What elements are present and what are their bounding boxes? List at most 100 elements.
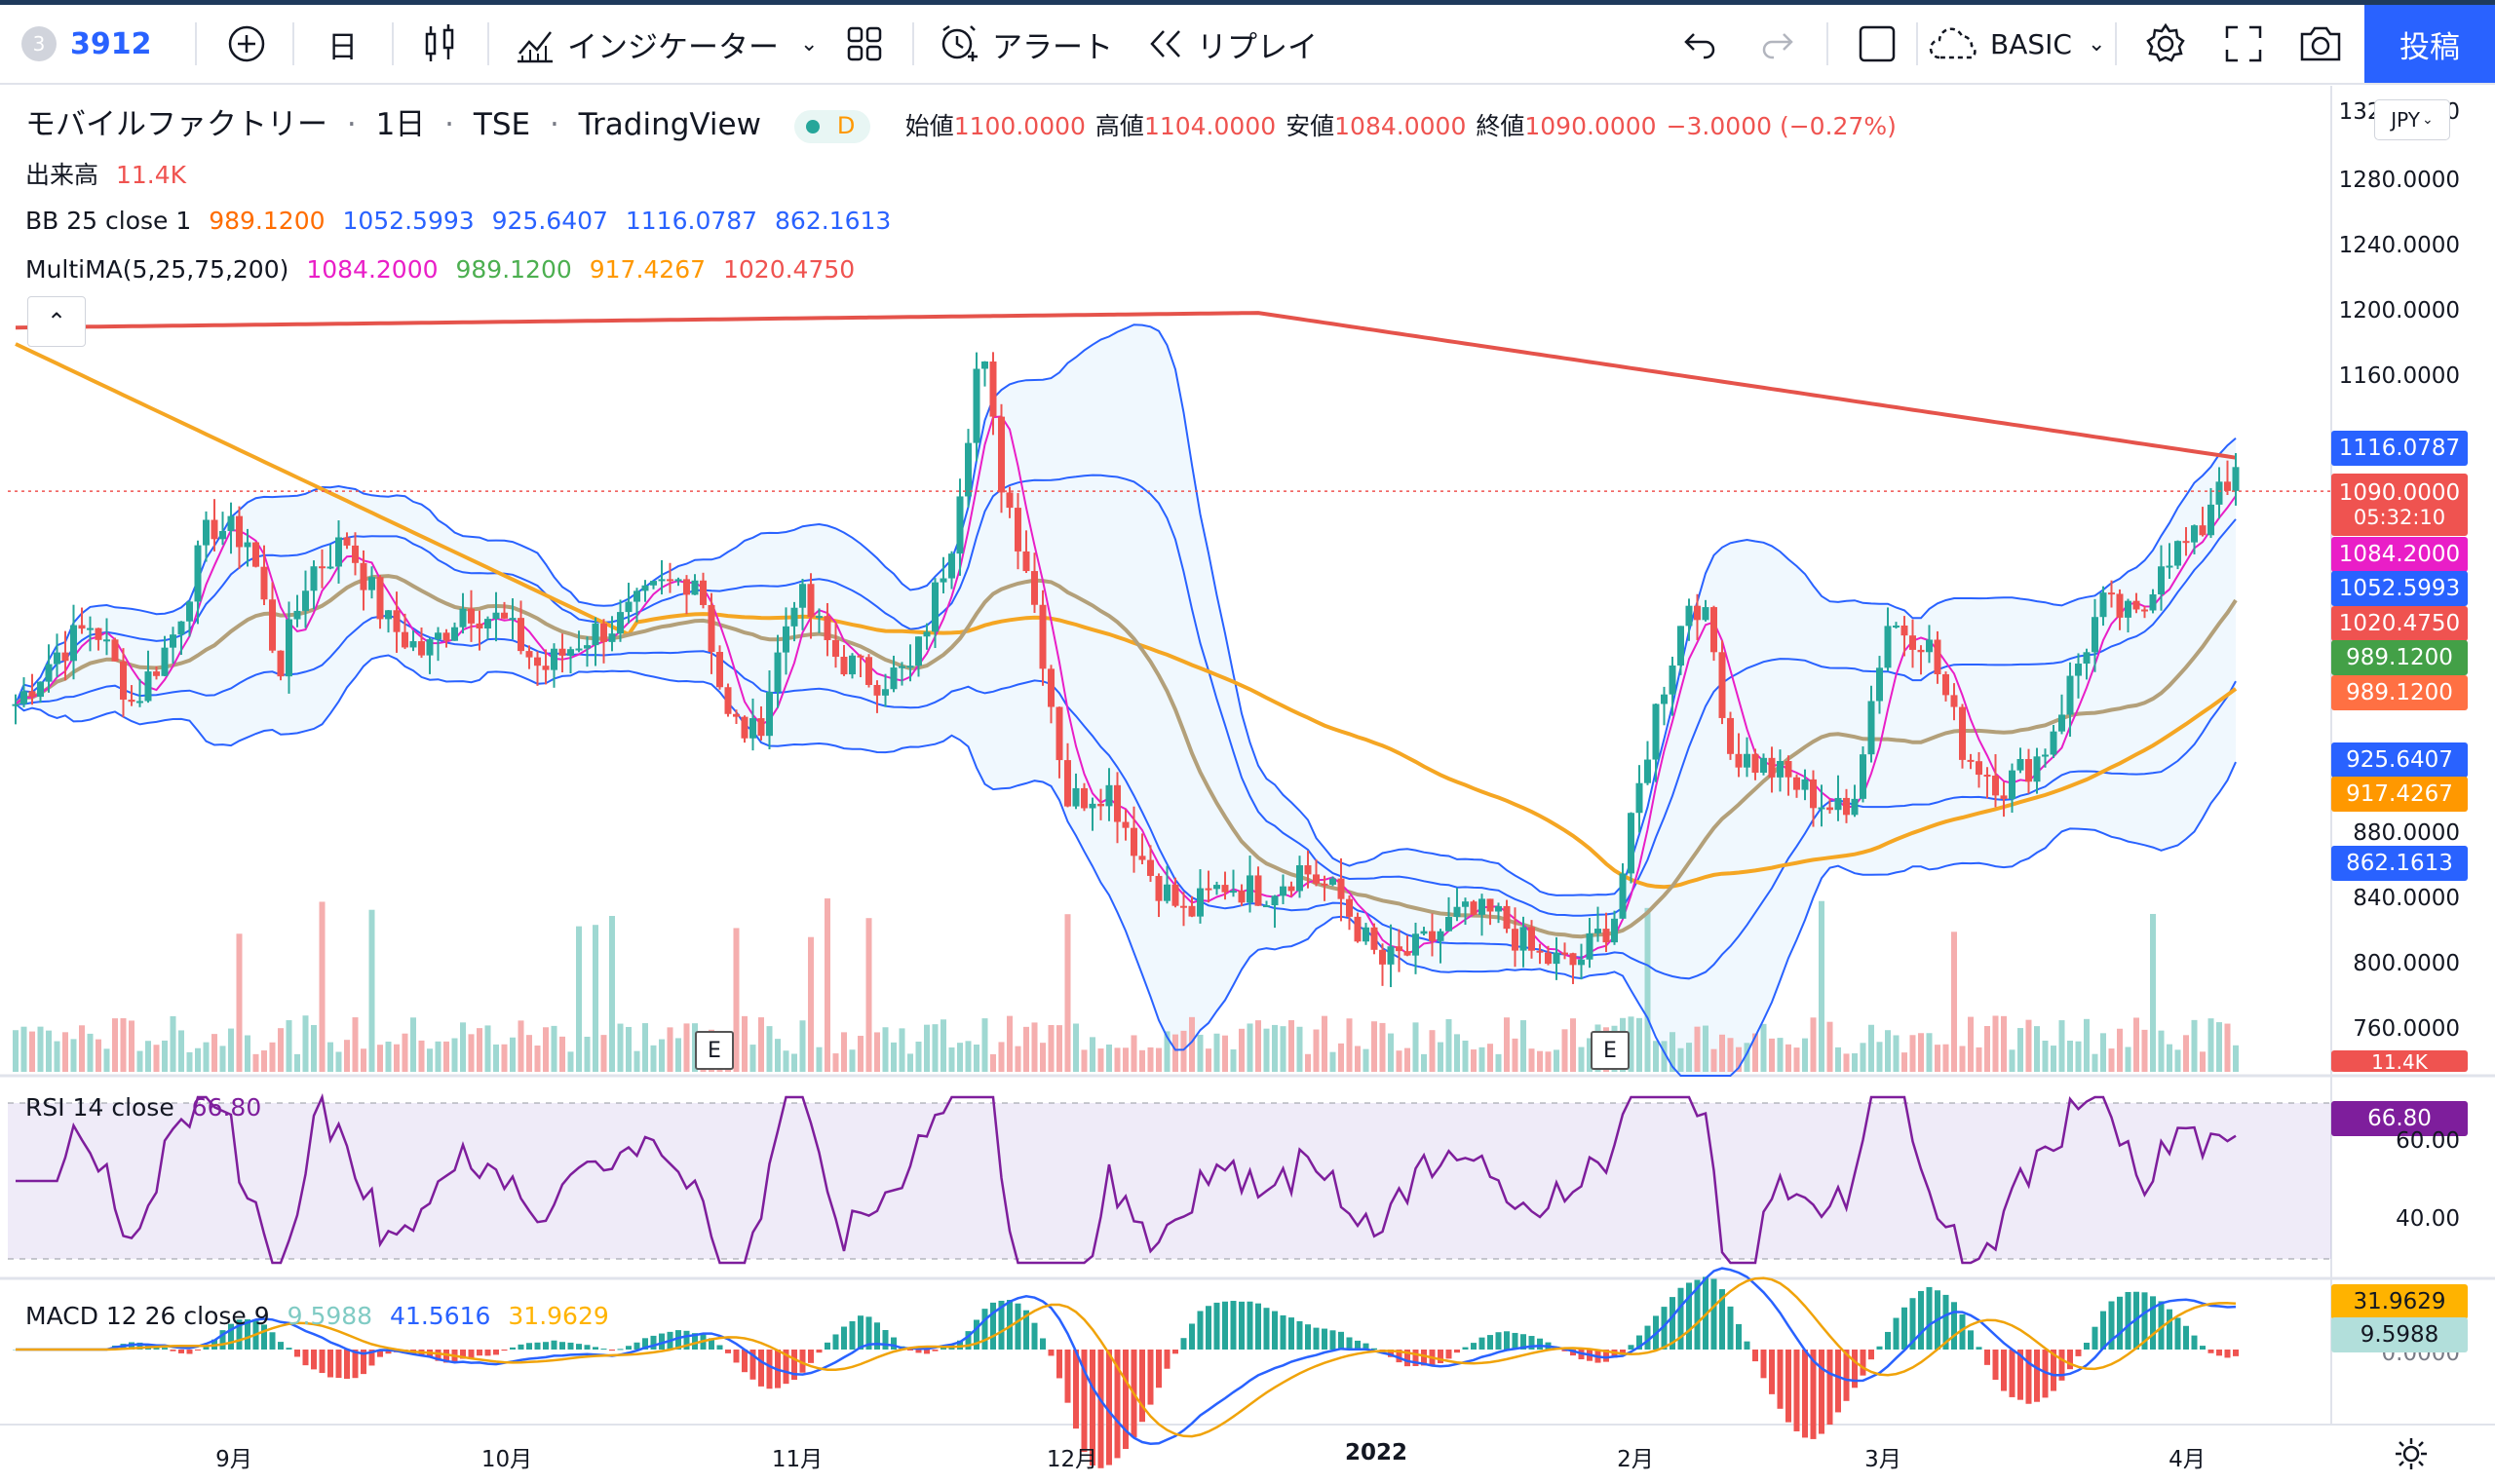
time-axis-settings-button[interactable]: [2394, 1436, 2429, 1475]
volume-bar: [1554, 1049, 1559, 1072]
candle-body: [376, 577, 384, 620]
candle-body: [451, 627, 458, 641]
compare-button[interactable]: [226, 5, 267, 83]
volume-bar: [2174, 1049, 2181, 1072]
candle-body: [1727, 717, 1734, 754]
templates-button[interactable]: [846, 5, 883, 83]
macd-histogram-bar: [1959, 1313, 1966, 1350]
candle-body: [899, 666, 905, 668]
replay-button[interactable]: リプレイ: [1146, 5, 1318, 83]
volume-bar: [1438, 1042, 1443, 1072]
macd-histogram-bar: [510, 1347, 516, 1350]
chevron-down-icon: ⌄: [2087, 31, 2106, 57]
candle-body: [1917, 649, 1925, 653]
interval-button[interactable]: 日: [327, 5, 358, 83]
macd-histogram-bar: [468, 1350, 475, 1358]
macd-histogram-bar: [493, 1350, 499, 1355]
currency-button[interactable]: JPY ⌄: [2374, 99, 2450, 140]
candle-body: [915, 636, 922, 666]
indicators-button[interactable]: インジケーター ⌄: [515, 5, 818, 83]
macd-histogram-bar: [1835, 1350, 1841, 1413]
candle-body: [2042, 754, 2049, 757]
volume-bar: [261, 1050, 267, 1072]
volume-bar: [1545, 1051, 1552, 1072]
square-icon: [1859, 25, 1896, 62]
macd-histogram-bar: [858, 1315, 864, 1350]
symbol-search[interactable]: 3 3912: [21, 5, 152, 83]
bb-upper-tag: 1116.0787: [2331, 431, 2468, 466]
volume-bar: [2200, 1051, 2206, 1072]
candle-body: [757, 718, 765, 737]
macd-histogram-bar: [932, 1350, 939, 1351]
candle-body: [1843, 797, 1850, 816]
macd-histogram-bar: [335, 1350, 342, 1379]
candle-body: [1628, 813, 1634, 874]
candle-body: [1412, 933, 1419, 956]
time-axis-label: 12月: [1046, 1447, 1098, 1472]
post-button[interactable]: 投稿: [2364, 5, 2495, 83]
macd-histogram-bar: [1015, 1303, 1021, 1350]
candle-body: [37, 681, 44, 698]
candle-body: [1611, 918, 1618, 943]
snapshot-button[interactable]: [2298, 5, 2343, 83]
earnings-marker[interactable]: E: [695, 1031, 734, 1070]
volume-bar: [576, 926, 582, 1072]
volume-bar: [335, 1051, 342, 1072]
volume-bar: [468, 1034, 475, 1072]
candle-body: [95, 628, 102, 640]
candle-body: [1296, 865, 1303, 892]
volume-bar: [1064, 914, 1071, 1072]
volume-bar: [112, 1018, 118, 1072]
candle-body: [1942, 674, 1949, 696]
bb-lower-mid-tag: 925.6407: [2331, 742, 2468, 778]
macd-histogram-bar: [1106, 1350, 1112, 1465]
interval-label: 日: [327, 29, 358, 65]
candle-body: [2000, 795, 2008, 799]
macd-histogram-bar: [1247, 1301, 1253, 1350]
macd-histogram-bar: [1396, 1350, 1402, 1363]
earnings-marker[interactable]: E: [1591, 1031, 1630, 1070]
collapse-legend-button[interactable]: ⌃: [27, 296, 86, 347]
macd-histogram-bar: [1064, 1350, 1071, 1403]
candle-body: [302, 590, 309, 611]
market-status-badge[interactable]: D: [793, 109, 870, 143]
volume-bar: [1106, 1044, 1112, 1072]
redo-button[interactable]: [1758, 5, 1797, 83]
settings-button[interactable]: [2144, 5, 2187, 83]
alert-button[interactable]: アラート: [938, 5, 1113, 83]
maximize-button[interactable]: [2224, 5, 2263, 83]
volume-bar: [1694, 1026, 1701, 1072]
volume-bar: [1280, 1026, 1286, 1072]
layout-button[interactable]: BASIC ⌄: [1928, 5, 2105, 83]
macd-histogram-bar: [2233, 1350, 2239, 1356]
candle-body: [824, 616, 831, 640]
candle-body: [2016, 758, 2024, 771]
volume-bar: [203, 1042, 210, 1072]
macd-histogram-bar: [435, 1350, 441, 1361]
candle-body: [733, 713, 740, 717]
candle-body: [1801, 779, 1809, 790]
candle-body: [501, 612, 508, 619]
candle-body: [1619, 873, 1627, 919]
symbol-name: 3912: [70, 26, 152, 61]
macd-histogram-bar: [2001, 1350, 2007, 1391]
chart-type-button[interactable]: [421, 5, 460, 83]
undo-button[interactable]: [1680, 5, 1719, 83]
time-axis-label: 4月: [2169, 1447, 2206, 1472]
volume-bar: [891, 1042, 897, 1072]
bb-fill: [16, 324, 2236, 1076]
candle-body: [277, 650, 285, 677]
candle-body: [1652, 704, 1660, 760]
fullscreen-toggle-button[interactable]: [1858, 5, 1897, 83]
candle-body: [1164, 884, 1171, 901]
volume-bar: [2108, 1048, 2115, 1072]
camera-icon: [2300, 26, 2341, 61]
macd-line: [16, 1267, 2237, 1445]
candle-body: [551, 648, 557, 670]
volume-bar: [327, 1042, 333, 1072]
volume-bar: [1793, 1047, 1800, 1072]
price-axis-label: 840.0000: [2353, 886, 2460, 911]
candle-body: [1677, 626, 1684, 666]
time-axis-label: 2022: [1344, 1440, 1408, 1465]
